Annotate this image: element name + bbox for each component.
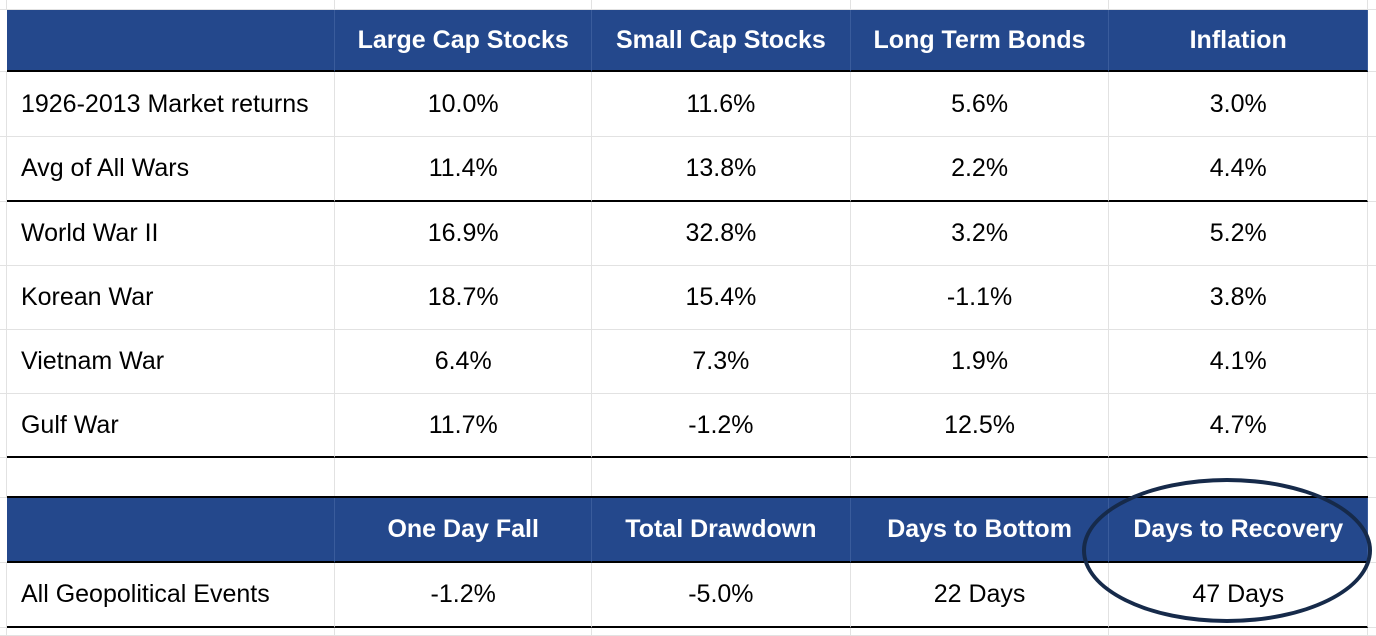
table-row: Gulf War 11.7% -1.2% 12.5% 4.7% xyxy=(0,394,1376,458)
table-cell: 1.9% xyxy=(850,330,1110,394)
table-cell: 3.2% xyxy=(850,202,1110,266)
header-large-cap-stocks: Large Cap Stocks xyxy=(335,10,593,72)
table-cell: 11.6% xyxy=(592,72,851,137)
row-label: Korean War xyxy=(6,266,336,330)
table-cell: 15.4% xyxy=(592,266,851,330)
table-cell: 22 Days xyxy=(850,563,1110,628)
table-cell: 2.2% xyxy=(850,137,1110,202)
table-cell: 47 Days xyxy=(1109,563,1369,628)
table-cell: 11.7% xyxy=(335,394,593,458)
table-row: Vietnam War 6.4% 7.3% 1.9% 4.1% xyxy=(0,330,1376,394)
table-cell: 10.0% xyxy=(335,72,593,137)
table-cell: -1.2% xyxy=(335,563,593,628)
left-margin-column xyxy=(0,0,7,636)
table-cell: 3.0% xyxy=(1109,72,1369,137)
table-cell: 12.5% xyxy=(850,394,1110,458)
table-cell: 3.8% xyxy=(1109,266,1369,330)
table-cell: -1.2% xyxy=(592,394,851,458)
header-days-to-recovery: Days to Recovery xyxy=(1109,498,1369,563)
header-inflation: Inflation xyxy=(1109,10,1369,72)
row-label: 1926-2013 Market returns xyxy=(6,72,336,137)
row-label: Avg of All Wars xyxy=(6,137,336,202)
header-days-to-bottom: Days to Bottom xyxy=(850,498,1110,563)
table-row: 1926-2013 Market returns 10.0% 11.6% 5.6… xyxy=(0,72,1376,137)
table-cell: 4.4% xyxy=(1109,137,1369,202)
header-small-cap-stocks: Small Cap Stocks xyxy=(592,10,851,72)
table-cell: -5.0% xyxy=(592,563,851,628)
blank-row xyxy=(0,458,1376,498)
table-cell: 6.4% xyxy=(335,330,593,394)
header-cell xyxy=(6,498,336,563)
table-row: World War II 16.9% 32.8% 3.2% 5.2% xyxy=(0,202,1376,266)
table-cell: 13.8% xyxy=(592,137,851,202)
table-cell: 11.4% xyxy=(335,137,593,202)
table-row: All Geopolitical Events -1.2% -5.0% 22 D… xyxy=(0,563,1376,628)
table-cell: 4.7% xyxy=(1109,394,1369,458)
table-cell: 32.8% xyxy=(592,202,851,266)
row-label: World War II xyxy=(6,202,336,266)
row-label: Gulf War xyxy=(6,394,336,458)
table-row: Korean War 18.7% 15.4% -1.1% 3.8% xyxy=(0,266,1376,330)
table-row: Avg of All Wars 11.4% 13.8% 2.2% 4.4% xyxy=(0,137,1376,202)
table-cell: 16.9% xyxy=(335,202,593,266)
events-header-row: One Day Fall Total Drawdown Days to Bott… xyxy=(0,498,1376,563)
header-cell xyxy=(6,10,336,72)
table-cell: 5.6% xyxy=(850,72,1110,137)
table-cell: -1.1% xyxy=(850,266,1110,330)
header-one-day-fall: One Day Fall xyxy=(335,498,593,563)
bottom-spacer-row xyxy=(0,628,1376,636)
table-cell: 7.3% xyxy=(592,330,851,394)
header-total-drawdown: Total Drawdown xyxy=(592,498,851,563)
row-label: Vietnam War xyxy=(6,330,336,394)
table-cell: 18.7% xyxy=(335,266,593,330)
row-label: All Geopolitical Events xyxy=(6,563,336,628)
table-cell: 4.1% xyxy=(1109,330,1369,394)
returns-header-row: Large Cap Stocks Small Cap Stocks Long T… xyxy=(0,10,1376,72)
header-long-term-bonds: Long Term Bonds xyxy=(850,10,1110,72)
top-spacer-row xyxy=(0,0,1376,10)
table-cell: 5.2% xyxy=(1109,202,1369,266)
events-table-top-border xyxy=(7,496,1368,498)
